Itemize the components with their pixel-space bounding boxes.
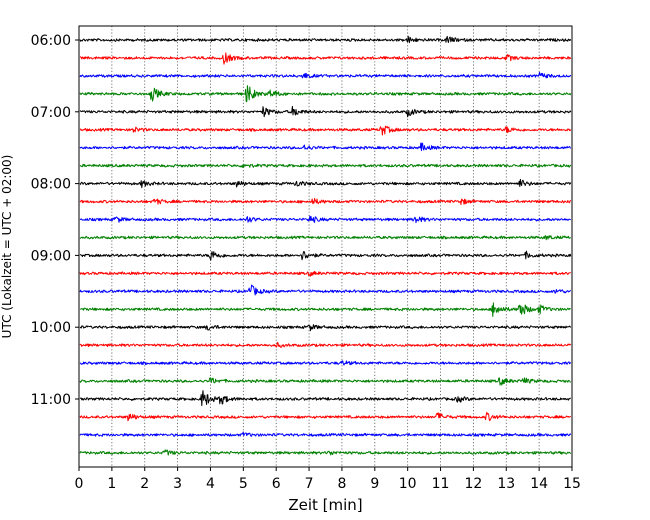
x-tick-label: 12 <box>464 476 482 492</box>
trace-0930 <box>79 284 571 296</box>
x-tick-label: 8 <box>337 476 346 492</box>
trace-1130 <box>79 431 572 437</box>
x-tick-label: 15 <box>563 476 581 492</box>
trace-1000 <box>79 324 572 332</box>
plot-frame <box>78 25 573 468</box>
trace-0845 <box>79 235 572 241</box>
x-tick-label: 10 <box>399 476 417 492</box>
y-tick-label: 07:00 <box>31 105 71 121</box>
trace-0945 <box>79 302 572 318</box>
x-tick-label: 9 <box>370 476 379 492</box>
x-axis-ticks: 0 1 2 3 4 5 6 7 8 9 10 11 12 13 14 15 <box>75 467 581 492</box>
trace-1145 <box>79 449 572 456</box>
trace-0800 <box>79 178 572 189</box>
x-tick-label: 13 <box>497 476 515 492</box>
trace-0900 <box>79 250 572 261</box>
x-axis-label: Zeit [min] <box>288 496 362 514</box>
trace-1100 <box>79 390 571 407</box>
seismic-traces <box>79 35 572 456</box>
trace-1115 <box>79 411 572 422</box>
y-tick-label: 09:00 <box>31 248 71 264</box>
x-tick-label: 1 <box>107 476 116 492</box>
x-tick-label: 3 <box>173 476 182 492</box>
trace-0915 <box>79 270 571 277</box>
trace-0615 <box>79 52 572 65</box>
y-tick-label: 10:00 <box>31 320 71 336</box>
y-tick-label: 08:00 <box>31 177 71 193</box>
trace-0815 <box>79 197 572 206</box>
trace-0700 <box>79 105 572 118</box>
x-tick-label: 4 <box>206 476 215 492</box>
x-tick-label: 0 <box>75 476 84 492</box>
trace-0715 <box>79 125 572 136</box>
x-tick-label: 6 <box>272 476 281 492</box>
x-tick-label: 5 <box>239 476 248 492</box>
y-axis-ticks: 06:00 07:00 08:00 09:00 10:00 11:00 <box>31 33 79 408</box>
trace-1015 <box>79 341 572 348</box>
trace-0645 <box>79 85 572 103</box>
y-tick-label: 06:00 <box>31 33 71 49</box>
trace-1045 <box>79 377 571 386</box>
y-tick-label: 11:00 <box>31 392 71 408</box>
x-tick-label: 2 <box>140 476 149 492</box>
y-axis-label: UTC (Lokalzeit = UTC + 02:00) <box>0 155 14 339</box>
x-tick-label: 14 <box>530 476 548 492</box>
trace-0830 <box>79 215 572 224</box>
trace-0630 <box>79 71 572 79</box>
trace-0600 <box>79 35 572 44</box>
x-tick-label: 7 <box>305 476 314 492</box>
trace-1030 <box>79 360 572 366</box>
trace-0730 <box>79 142 572 152</box>
x-tick-label: 11 <box>432 476 450 492</box>
trace-0745 <box>79 163 572 168</box>
